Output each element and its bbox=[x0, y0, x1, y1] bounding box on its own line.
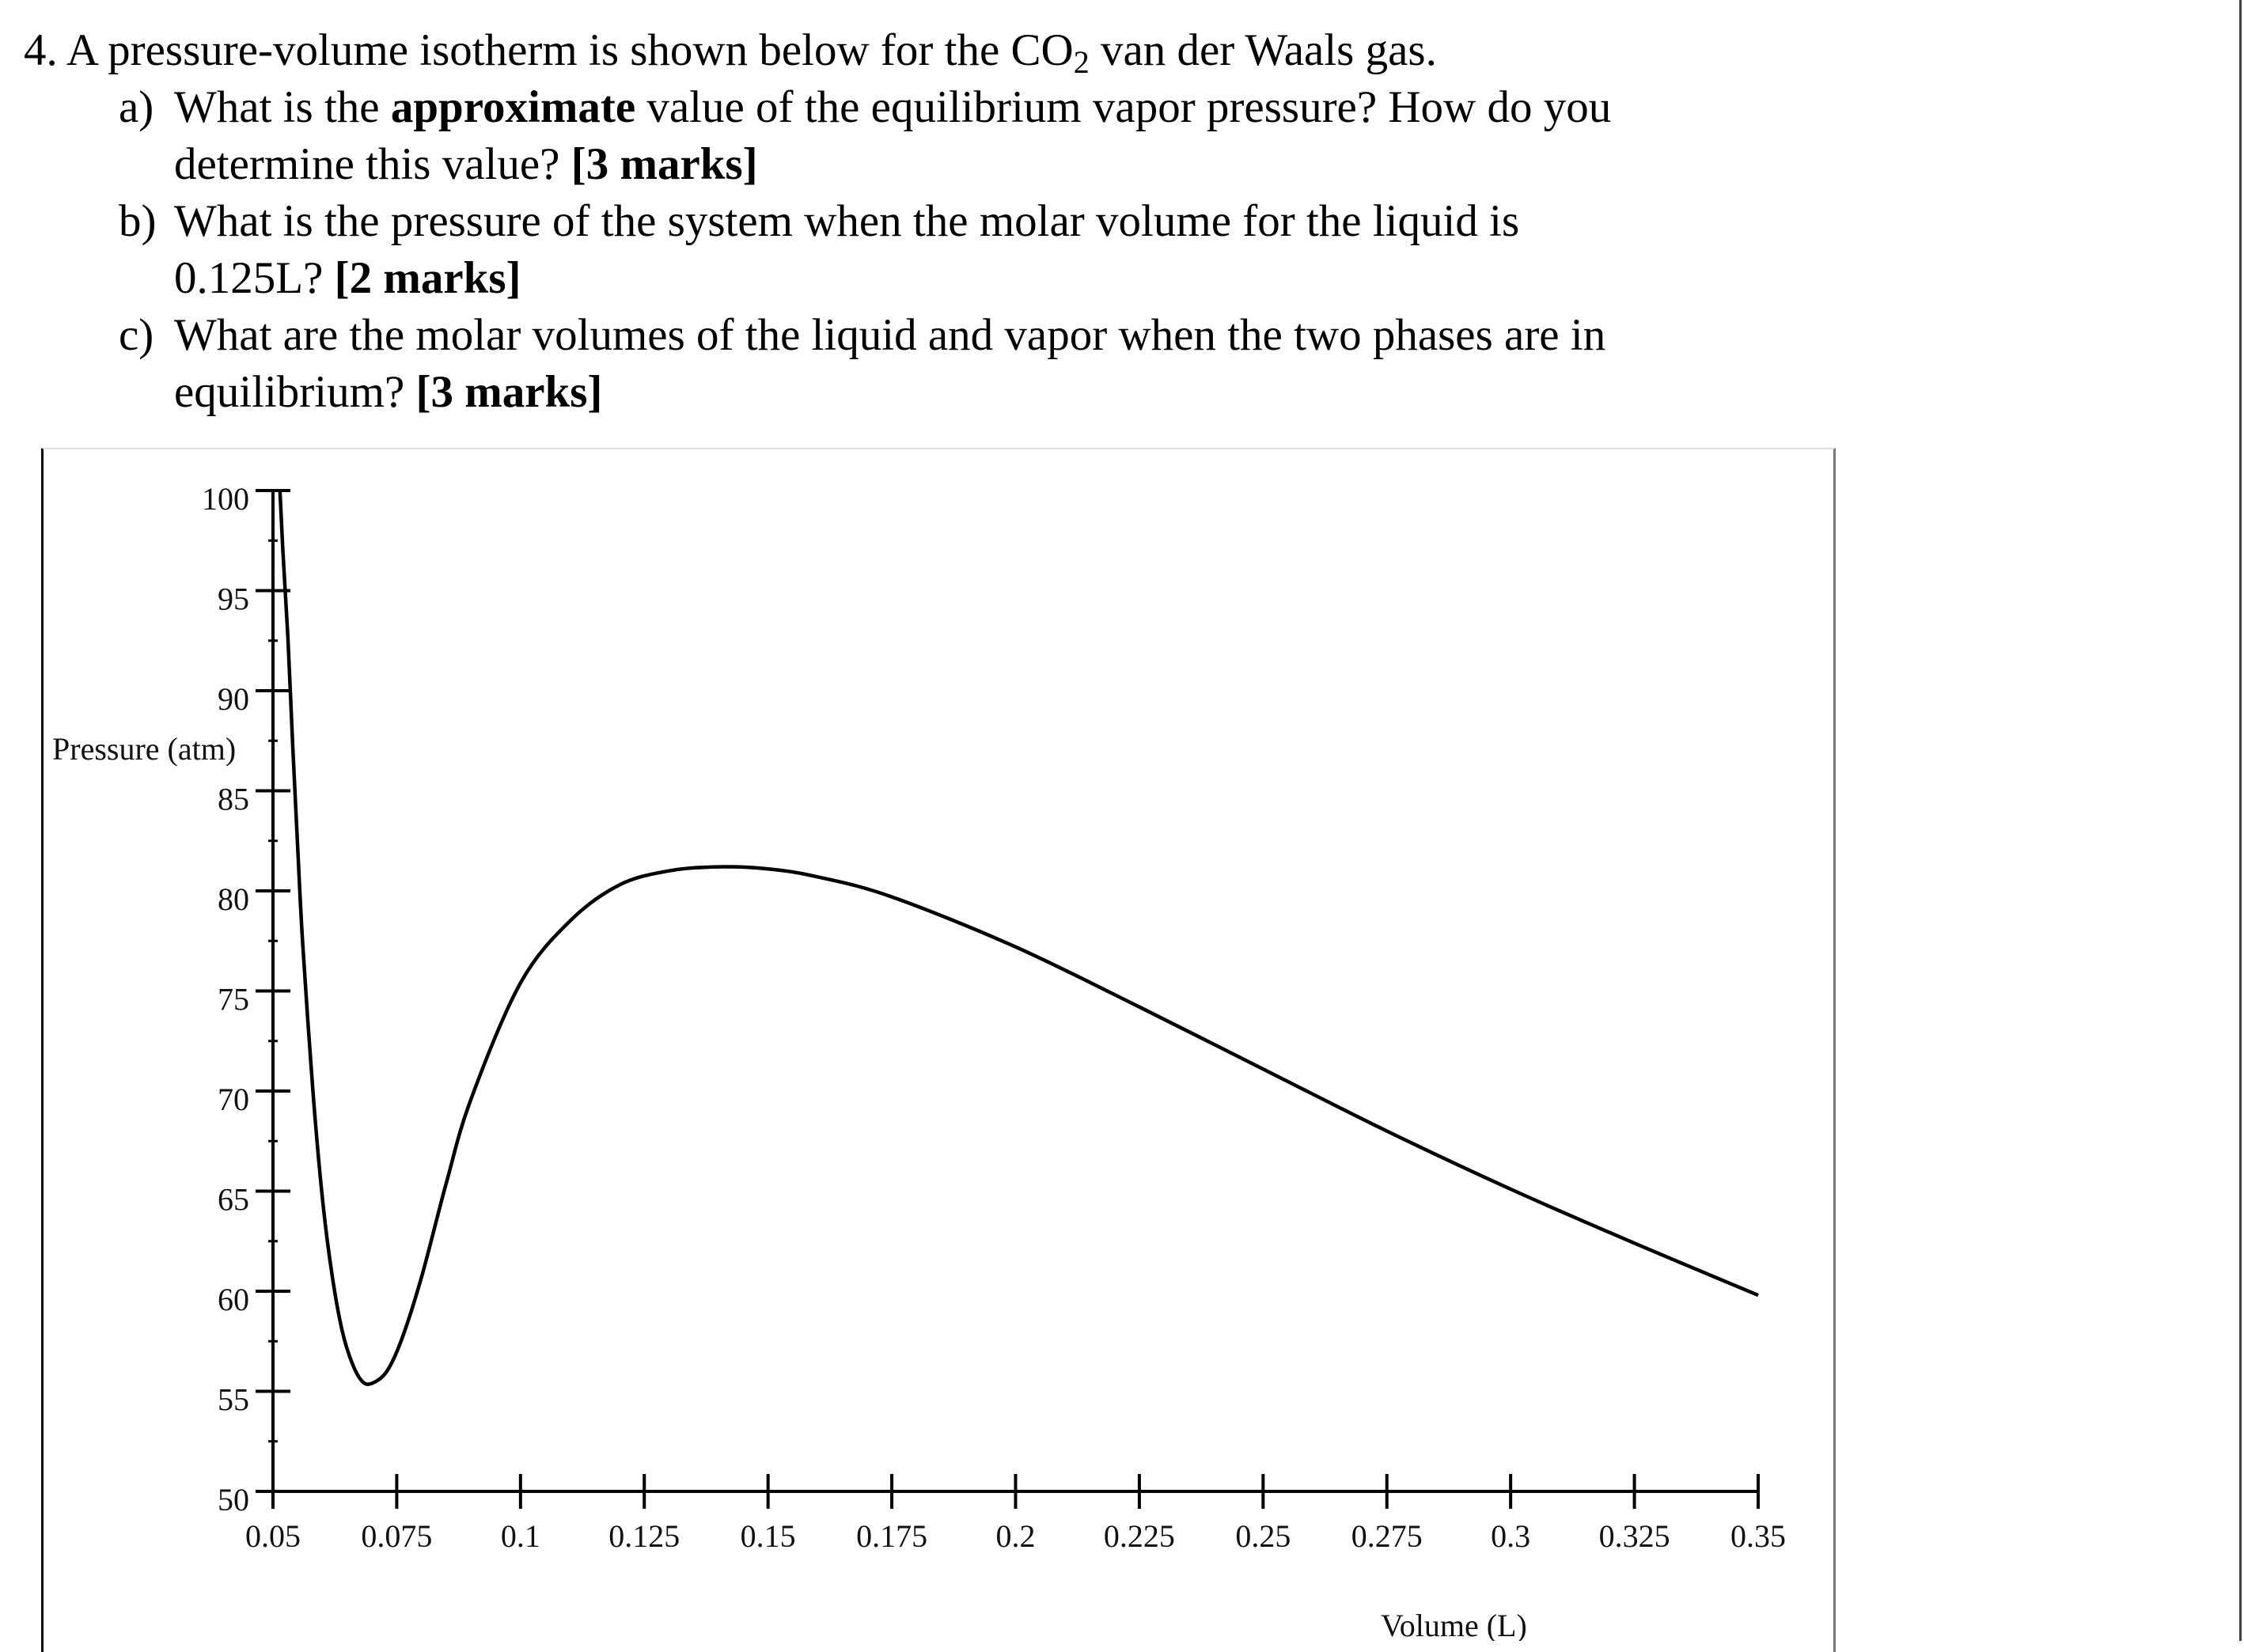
x-tick-label: 0.125 bbox=[608, 1518, 680, 1554]
x-tick-label: 0.325 bbox=[1599, 1518, 1670, 1554]
x-tick-label: 0.05 bbox=[245, 1518, 301, 1554]
x-tick-label: 0.25 bbox=[1235, 1518, 1291, 1554]
y-tick-label: 95 bbox=[218, 582, 249, 617]
y-tick-label: 90 bbox=[218, 681, 249, 717]
x-tick-label: 0.3 bbox=[1491, 1518, 1530, 1554]
y-tick-label: 85 bbox=[218, 782, 249, 817]
y-tick-label: 55 bbox=[218, 1382, 249, 1418]
y-tick-label: 50 bbox=[218, 1482, 249, 1517]
x-axis-title: Volume (L) bbox=[1381, 1608, 1527, 1641]
x-tick-label: 0.2 bbox=[996, 1518, 1036, 1554]
x-tick-label: 0.225 bbox=[1104, 1518, 1175, 1554]
y-tick-label: 60 bbox=[218, 1282, 249, 1317]
x-tick-label: 0.1 bbox=[501, 1518, 540, 1554]
y-tick-label: 75 bbox=[218, 982, 249, 1017]
y-tick-label: 80 bbox=[218, 881, 249, 917]
isotherm-curve bbox=[280, 491, 1758, 1385]
y-tick-label: 70 bbox=[218, 1082, 249, 1117]
x-tick-label: 0.15 bbox=[741, 1518, 796, 1554]
x-tick-label: 0.35 bbox=[1730, 1518, 1786, 1554]
x-tick-label: 0.275 bbox=[1351, 1518, 1423, 1554]
chart-ticks: 100 95 90 85 80 75 70 65 60 55 500.05 0.075 0.1 0.125… bbox=[202, 481, 1786, 1554]
chart-axes bbox=[273, 491, 1758, 1491]
x-tick-label: 0.175 bbox=[856, 1518, 927, 1554]
y-tick-label: 100 bbox=[202, 481, 249, 517]
y-axis-title: Pressure (atm) bbox=[52, 731, 236, 767]
y-tick-label: 65 bbox=[218, 1182, 249, 1218]
chart-series bbox=[280, 491, 1758, 1385]
x-tick-label: 0.075 bbox=[361, 1518, 432, 1554]
